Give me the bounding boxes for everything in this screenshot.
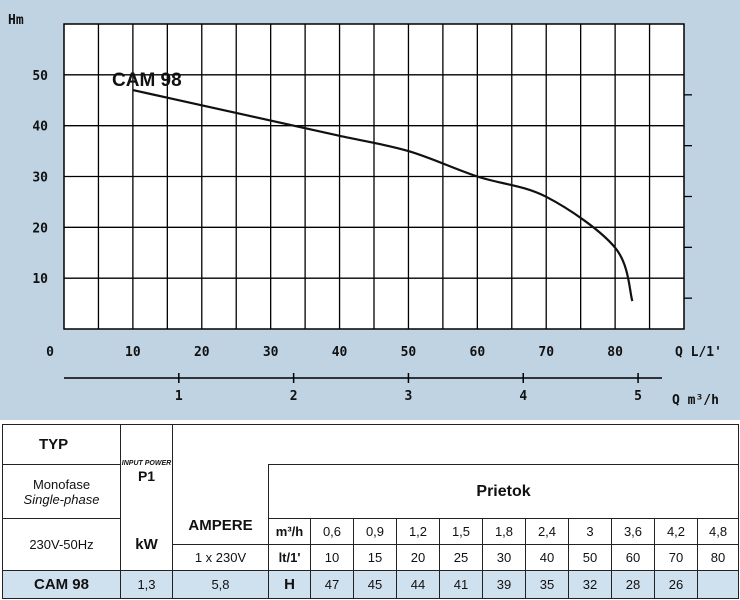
series-label-cam-98: CAM 98 <box>112 70 182 91</box>
h-value: 45 <box>353 570 397 599</box>
h-value: 32 <box>568 570 612 599</box>
x-axis-label: Q L/1' <box>675 345 722 360</box>
input-power-label: INPUT POWER <box>121 459 172 467</box>
x-tick-label: 40 <box>332 345 348 360</box>
secondary-x-tick-label: 3 <box>405 389 413 404</box>
m3h-value: 3,6 <box>611 518 655 545</box>
lt-value: 80 <box>696 544 740 571</box>
h-value: 41 <box>439 570 483 599</box>
lt-label: lt/1' <box>268 544 311 571</box>
h-value: 44 <box>396 570 440 599</box>
typ-label: TYP <box>2 424 121 465</box>
lt-value: 20 <box>396 544 440 571</box>
h-value: 47 <box>310 570 354 599</box>
m3h-value: 4,2 <box>654 518 698 545</box>
header-blank <box>171 424 740 465</box>
h-value: 35 <box>525 570 569 599</box>
p1-label: P1 <box>137 467 156 484</box>
lt-value: 15 <box>353 544 397 571</box>
y-tick-labels: 10 20 30 40 50 <box>32 69 48 287</box>
supply-label: 230V-50Hz <box>2 518 121 571</box>
secondary-x-tick-label: 4 <box>519 389 527 404</box>
lt-value: 50 <box>568 544 612 571</box>
secondary-x-tick-label: 5 <box>634 389 642 404</box>
m3h-value: 0,6 <box>310 518 354 545</box>
x-tick-label: 10 <box>125 345 141 360</box>
series-line-cam-98 <box>132 89 634 302</box>
lt-value: 60 <box>611 544 655 571</box>
x-tick-label: 70 <box>538 345 554 360</box>
table-row: CAM 98 1,3 5,8 H 47 45 44 41 39 35 32 28… <box>2 570 740 599</box>
lt-value: 70 <box>654 544 698 571</box>
spec-table: TYP INPUT POWER P1 Monofase Single-phase… <box>2 424 740 599</box>
secondary-x-tick-label: 1 <box>175 389 183 404</box>
performance-chart: Hm 10 20 30 40 50 0 10 20 30 40 50 60 70 80 Q L/1' 1… <box>8 13 722 408</box>
h-value: 26 <box>654 570 698 599</box>
chart-panel: Hm 10 20 30 40 50 0 10 20 30 40 50 60 70 80 Q L/1' 1… <box>0 0 740 420</box>
h-value <box>696 570 740 599</box>
right-axis-ticks <box>684 94 692 299</box>
y-axis-label: Hm <box>8 13 24 28</box>
ampere-label: AMPERE <box>172 464 269 545</box>
m3h-label: m³/h <box>268 518 311 545</box>
ampere-value: 5,8 <box>172 570 269 599</box>
model-name: CAM 98 <box>2 570 121 599</box>
kw-label: kW <box>120 518 173 571</box>
secondary-x-ticks: 1 2 3 4 5 <box>175 373 642 404</box>
m3h-value: 4,8 <box>696 518 740 545</box>
power-value: 1,3 <box>120 570 173 599</box>
phase-cell: Monofase Single-phase <box>2 464 121 519</box>
lt-value: 25 <box>439 544 483 571</box>
m3h-value: 2,4 <box>525 518 569 545</box>
h-value: 39 <box>482 570 526 599</box>
x-tick-label: 80 <box>607 345 623 360</box>
m3h-value: 1,2 <box>396 518 440 545</box>
monofase-label: Monofase <box>32 476 91 492</box>
secondary-x-axis-label: Q m³/h <box>672 393 719 408</box>
single-phase-label: Single-phase <box>23 491 100 507</box>
x-tick-label: 30 <box>263 345 279 360</box>
secondary-x-tick-label: 2 <box>290 389 298 404</box>
h-label: H <box>268 570 311 599</box>
prietok-label: Prietok <box>267 464 740 519</box>
lt-value: 40 <box>525 544 569 571</box>
lt-value: 30 <box>482 544 526 571</box>
x-tick-label: 50 <box>401 345 417 360</box>
m3h-value: 3 <box>568 518 612 545</box>
h-value: 28 <box>611 570 655 599</box>
m3h-value: 1,5 <box>439 518 483 545</box>
y-tick-label: 30 <box>32 171 48 186</box>
x-tick-label: 60 <box>470 345 486 360</box>
lt-value: 10 <box>310 544 354 571</box>
m3h-value: 1,8 <box>482 518 526 545</box>
x-tick-label: 0 <box>46 345 54 360</box>
y-tick-label: 10 <box>32 272 48 287</box>
input-power-cell: INPUT POWER P1 <box>120 424 173 519</box>
y-tick-label: 40 <box>32 120 48 135</box>
y-tick-label: 20 <box>32 221 48 236</box>
y-tick-label: 50 <box>32 69 48 84</box>
voltage-label: 1 x 230V <box>172 544 269 571</box>
x-tick-label: 20 <box>194 345 210 360</box>
grid <box>64 24 684 329</box>
m3h-value: 0,9 <box>353 518 397 545</box>
x-tick-labels: 0 10 20 30 40 50 60 70 80 <box>46 345 623 360</box>
